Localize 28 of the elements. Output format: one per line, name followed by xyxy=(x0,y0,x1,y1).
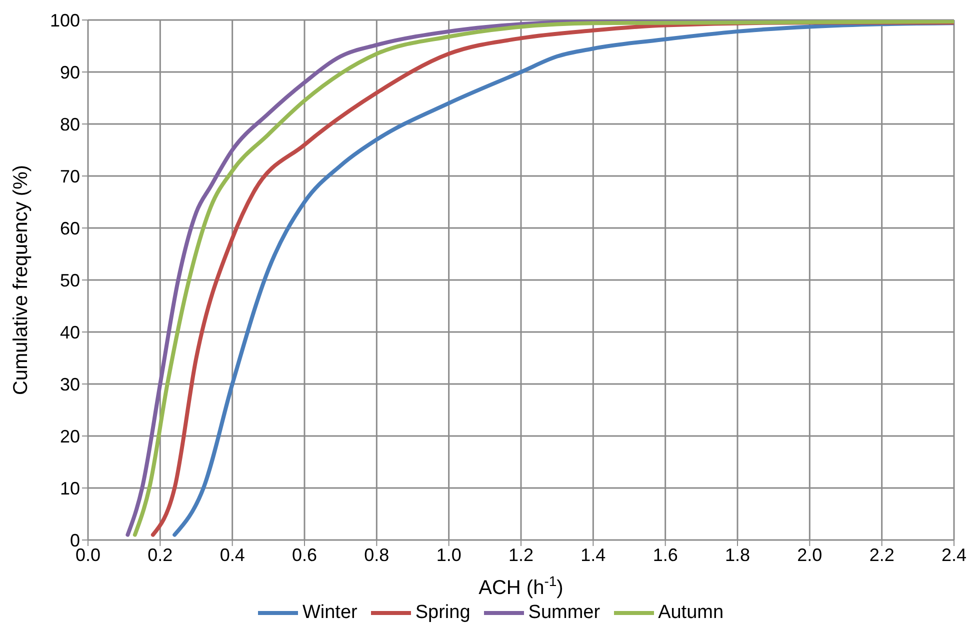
y-tick-label: 70 xyxy=(60,166,80,186)
legend-label: Autumn xyxy=(657,602,724,624)
x-axis-title: ACH (h$^{-1}$) xyxy=(478,573,564,599)
x-tick-label: 0.4 xyxy=(220,544,245,565)
y-tick-label: 20 xyxy=(60,426,80,446)
y-tick-label: 30 xyxy=(60,374,80,394)
x-tick-label: 1.2 xyxy=(508,544,534,565)
x-tick-label: 1.8 xyxy=(724,544,750,565)
x-tick-label: 1.0 xyxy=(436,544,462,565)
y-tick-label: 10 xyxy=(60,478,80,498)
x-tick-label: 2.0 xyxy=(797,544,822,565)
y-axis-title: Cumulative frequency (%) xyxy=(10,164,32,396)
y-tick-label: 50 xyxy=(60,270,80,290)
y-tick-label: 40 xyxy=(60,322,80,342)
y-tick-label: 60 xyxy=(60,218,80,238)
y-tick-label: 90 xyxy=(60,62,80,82)
x-tick-label: 2.4 xyxy=(941,544,967,565)
legend-label: Winter xyxy=(301,602,358,624)
x-tick-label: 0.8 xyxy=(364,544,390,565)
y-tick-label: 80 xyxy=(60,114,80,134)
x-tick-label: 1.6 xyxy=(652,544,678,565)
legend-label: Summer xyxy=(527,602,600,624)
x-tick-label: 0.6 xyxy=(292,544,318,565)
x-tick-label: 0.2 xyxy=(148,544,173,565)
x-tick-label: 1.4 xyxy=(580,544,606,565)
y-tick-label: 100 xyxy=(50,10,80,30)
x-tick-label: 2.2 xyxy=(869,544,894,565)
legend-label: Spring xyxy=(414,602,470,624)
